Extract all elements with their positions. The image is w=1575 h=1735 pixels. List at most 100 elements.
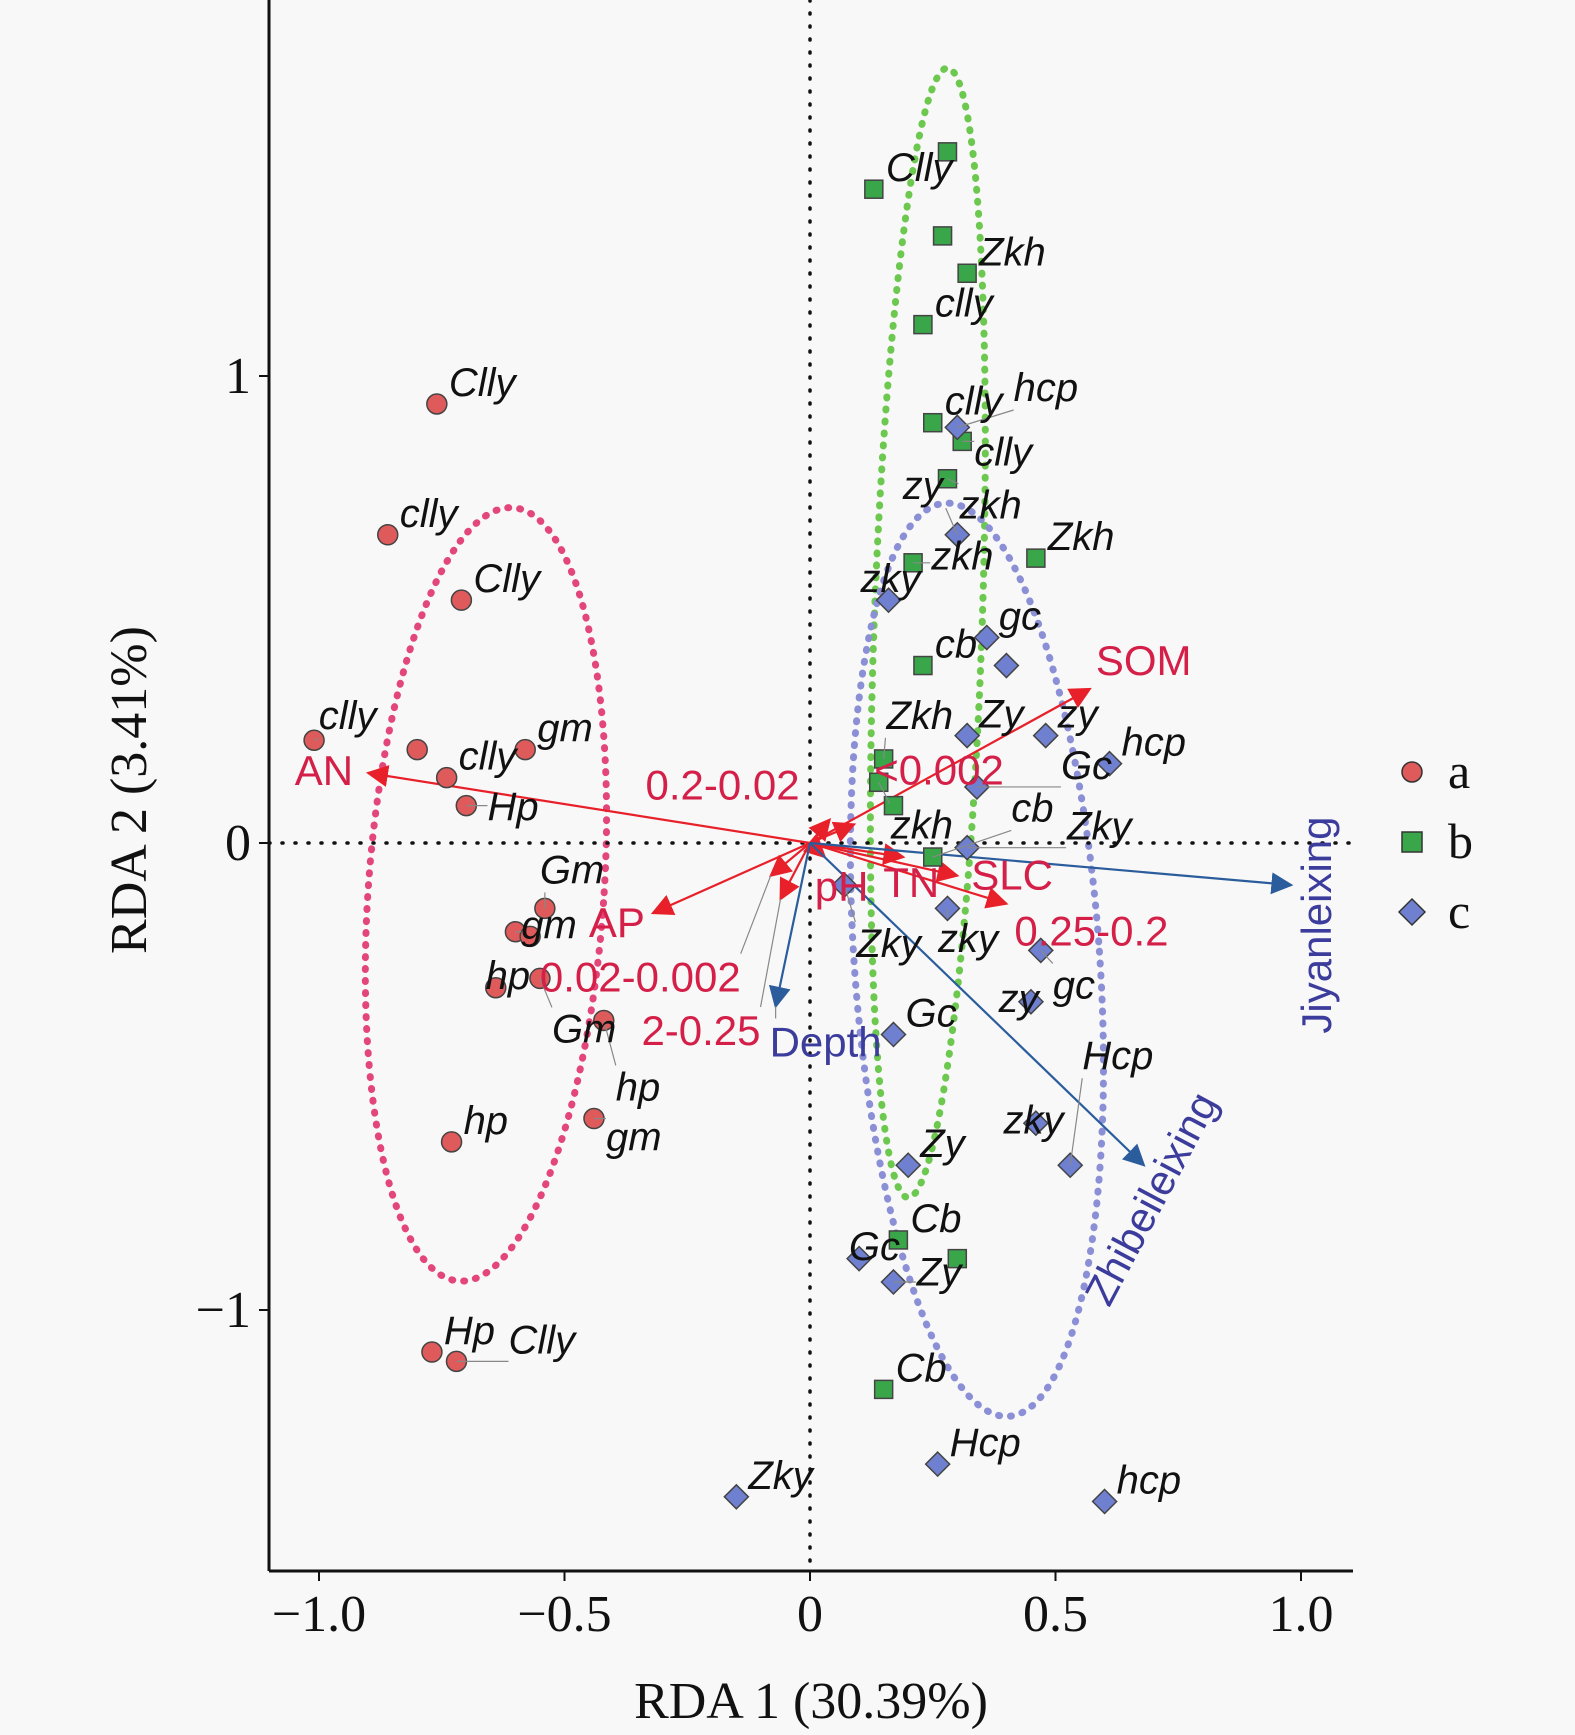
point-b bbox=[913, 655, 933, 676]
legend-label: c bbox=[1448, 883, 1470, 939]
point-b bbox=[957, 263, 977, 284]
point-b bbox=[873, 1379, 894, 1400]
leader-line bbox=[843, 884, 856, 923]
point-label: Clly bbox=[886, 146, 956, 190]
point-label: zky bbox=[1003, 1099, 1067, 1143]
vector-label: TN bbox=[883, 859, 939, 906]
point-label: Hcp bbox=[1082, 1034, 1153, 1078]
point-label: zy bbox=[1057, 693, 1101, 737]
label-leader-lines bbox=[313, 409, 1083, 1362]
vector-arrow bbox=[809, 687, 1092, 844]
point-c bbox=[1022, 1110, 1049, 1137]
vector-label: <0.002 bbox=[874, 746, 1004, 793]
point-label: gm bbox=[521, 904, 577, 948]
y-tick-label: −1 bbox=[196, 1282, 251, 1339]
point-label: Zkh bbox=[1047, 515, 1115, 559]
point-label: Gc bbox=[849, 1225, 900, 1269]
point-label: Zky bbox=[1066, 805, 1134, 849]
point-a bbox=[426, 393, 448, 415]
x-axis-label: RDA 1 (30.39%) bbox=[634, 1673, 988, 1730]
point-a bbox=[519, 925, 541, 948]
vector-label: AN bbox=[295, 747, 353, 794]
leader-line bbox=[878, 782, 891, 804]
legend-key-a bbox=[1401, 761, 1423, 783]
vector-label: 0.2-0.02 bbox=[646, 762, 800, 809]
vector-label: Zhibeileixing bbox=[1076, 1084, 1227, 1312]
vector-label: SLC bbox=[971, 852, 1053, 899]
point-label: Hcp bbox=[950, 1421, 1021, 1465]
legend-label: b bbox=[1448, 813, 1473, 869]
point-label: Gc bbox=[905, 991, 956, 1035]
point-label: zy bbox=[998, 977, 1042, 1021]
point-label: hp bbox=[464, 1099, 509, 1143]
leader-line bbox=[945, 507, 958, 536]
point-label: hp bbox=[486, 954, 531, 998]
point-label: hcp bbox=[1117, 1458, 1182, 1502]
x-tick-label: 0.5 bbox=[1023, 1586, 1088, 1643]
point-label: hcp bbox=[1014, 366, 1079, 410]
leader-line bbox=[740, 875, 772, 954]
leader-line bbox=[313, 737, 319, 741]
point-label: zy bbox=[902, 464, 946, 508]
y-axis-label: RDA 2 (3.41%) bbox=[101, 626, 158, 954]
vector-arrow bbox=[809, 821, 857, 845]
leader-line bbox=[883, 737, 887, 759]
point-label: cb bbox=[1011, 786, 1053, 830]
x-tick-label: 1.0 bbox=[1269, 1586, 1334, 1643]
point-label: clly bbox=[974, 430, 1035, 474]
point-c bbox=[1091, 1488, 1118, 1515]
point-label: gc bbox=[1053, 963, 1095, 1007]
point-c bbox=[1096, 750, 1123, 777]
point-a bbox=[406, 738, 428, 761]
point-label: Gm bbox=[540, 848, 604, 892]
vector-label: Jiyanleixing bbox=[1293, 816, 1340, 1033]
point-c bbox=[723, 1483, 750, 1510]
vector-label: 0.02-0.002 bbox=[540, 954, 741, 1001]
point-a bbox=[485, 977, 507, 999]
point-label: zky bbox=[860, 557, 924, 601]
legend-key-b bbox=[1401, 831, 1423, 853]
point-c bbox=[895, 1152, 922, 1179]
leader-line bbox=[947, 478, 959, 485]
point-label: zkh bbox=[958, 484, 1021, 528]
point-a bbox=[421, 1341, 443, 1363]
y-tick-label: 1 bbox=[225, 348, 251, 405]
vector-label: pH bbox=[815, 863, 869, 910]
point-label: Zky bbox=[855, 922, 923, 966]
point-label: Zy bbox=[978, 693, 1026, 737]
vector-label: 2-0.25 bbox=[641, 1007, 760, 1054]
legend-label: a bbox=[1448, 743, 1470, 799]
x-tick-label: −0.5 bbox=[517, 1586, 611, 1643]
sample-points bbox=[303, 142, 1123, 1515]
vector-arrow bbox=[768, 842, 812, 1009]
point-c bbox=[875, 587, 902, 614]
point-label: zky bbox=[937, 917, 1001, 961]
point-label: clly bbox=[319, 694, 380, 738]
vector-arrow bbox=[779, 842, 811, 901]
leader-line bbox=[539, 978, 553, 1008]
point-c bbox=[1032, 722, 1059, 749]
point-a bbox=[440, 1131, 463, 1153]
leader-line bbox=[603, 1020, 617, 1066]
point-c bbox=[993, 652, 1020, 679]
vector-arrow bbox=[650, 841, 811, 916]
point-label: clly bbox=[935, 282, 996, 326]
point-label: Zky bbox=[747, 1454, 815, 1498]
leader-line bbox=[1069, 1078, 1083, 1166]
point-label: Zkh bbox=[978, 230, 1046, 274]
point-b bbox=[932, 226, 953, 246]
point-label: zkh bbox=[890, 803, 953, 847]
environment-vectors bbox=[365, 687, 1294, 1167]
point-label: Clly bbox=[508, 1318, 578, 1362]
vector-arrow bbox=[808, 817, 832, 844]
point-b bbox=[888, 1230, 909, 1250]
point-label: Hp bbox=[487, 785, 538, 829]
point-a bbox=[450, 589, 473, 611]
point-label: Hp bbox=[444, 1309, 495, 1353]
point-c bbox=[1017, 988, 1045, 1015]
vector-arrow bbox=[809, 841, 1009, 909]
leader-line bbox=[759, 898, 782, 1008]
vector-arrow bbox=[809, 841, 1294, 895]
point-label: Zy bbox=[919, 1122, 967, 1166]
point-label: gc bbox=[999, 595, 1041, 639]
